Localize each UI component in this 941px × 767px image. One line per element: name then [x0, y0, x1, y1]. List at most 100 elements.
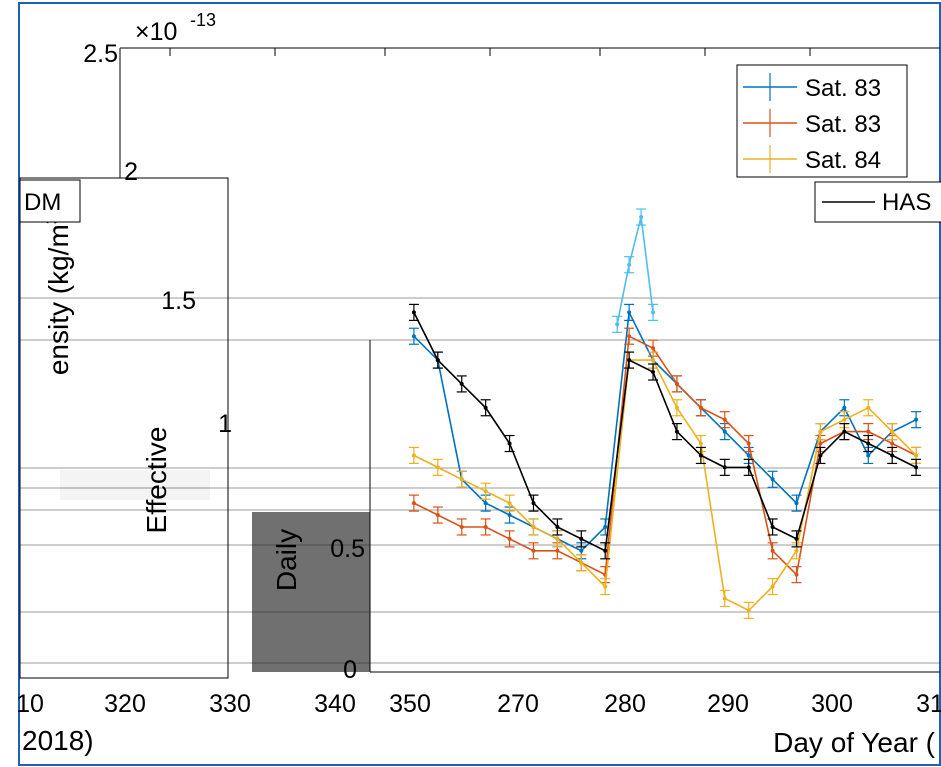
series-0-point-15 — [767, 470, 778, 488]
series-1-point-12 — [695, 399, 706, 417]
data-point — [914, 417, 919, 422]
x-axis-label-right: Day of Year ( — [773, 727, 936, 758]
series-1-point-13 — [719, 411, 730, 429]
series-3-point-3 — [648, 303, 659, 321]
data-point — [746, 608, 751, 613]
series-2-point-17 — [815, 423, 826, 441]
chart-text: 0 0.5 1 1.5 2 2.5 ×10 -13 10 320 330 340 350 270 280 29… — [16, 10, 941, 758]
series-line-4 — [413, 312, 917, 553]
series-2-point-0 — [408, 446, 419, 465]
x-tick-label-right: 31 — [916, 690, 941, 718]
y-tick-label: 1 — [218, 410, 232, 438]
series-1-point-14 — [743, 434, 754, 453]
data-point — [459, 477, 464, 482]
data-point — [722, 417, 727, 422]
series-1-point-16 — [791, 566, 802, 584]
data-point — [483, 405, 488, 410]
series-4-point-20 — [887, 446, 898, 465]
series-2-point-11 — [671, 399, 682, 417]
series-4-point-3 — [480, 399, 491, 417]
data-point — [435, 465, 440, 470]
exponent-base: ×10 — [135, 18, 177, 46]
data-point — [483, 501, 488, 506]
series-0-point-16 — [791, 494, 802, 512]
series-4-point-16 — [791, 530, 802, 548]
series-2-point-3 — [480, 482, 491, 500]
data-point — [411, 501, 416, 506]
data-point — [531, 548, 536, 553]
series-4-point-7 — [576, 530, 587, 548]
data-point — [842, 429, 847, 434]
data-point — [698, 405, 703, 410]
series-0-point-9 — [624, 303, 635, 321]
series-4-point-9 — [624, 351, 635, 369]
data-point — [698, 453, 703, 458]
data-point — [627, 262, 632, 267]
series-4-point-1 — [432, 351, 443, 369]
data-point — [842, 417, 847, 422]
light-patch — [60, 470, 210, 500]
x-tick-label-right: 270 — [497, 690, 539, 718]
series-line-1 — [413, 334, 917, 577]
series-4-point-10 — [648, 363, 659, 381]
screenshot-frame — [18, 2, 941, 766]
series-2-point-15 — [767, 577, 778, 596]
data-point — [890, 429, 895, 434]
series-2-point-4 — [504, 494, 515, 512]
data-point — [507, 513, 512, 518]
y-tick-label: 1.5 — [161, 287, 196, 315]
series-1-point-4 — [504, 530, 515, 548]
series-1-point-1 — [432, 506, 443, 524]
data-point — [411, 453, 416, 458]
y-axis-label-daily-text: Daily — [271, 529, 302, 591]
data-point — [603, 584, 608, 589]
series-3-point-1 — [624, 256, 635, 274]
data-point — [603, 548, 608, 553]
data-point — [651, 346, 656, 351]
x-tick-label-left: 10 — [16, 690, 44, 718]
series-2-point-7 — [576, 554, 587, 572]
y-tick-label: 0.5 — [330, 535, 365, 563]
data-point — [459, 381, 464, 386]
data-point — [555, 536, 560, 541]
series-1-point-15 — [767, 542, 778, 560]
data-point — [651, 370, 656, 374]
series-1-point-11 — [671, 375, 682, 393]
plot-axes — [19, 47, 940, 679]
data-point — [627, 310, 632, 315]
screenshot-artifact-patches — [18, 2, 941, 766]
data-point — [770, 548, 775, 553]
x-tick-label-left: 340 — [314, 690, 356, 718]
series-0-point-21 — [911, 411, 922, 429]
y-axis-label-top: ensity (kg/m3) — [42, 205, 74, 375]
data-point — [674, 405, 679, 410]
series-line-3 — [616, 216, 654, 325]
series-0-point-0 — [408, 327, 419, 345]
series-4-point-2 — [456, 375, 467, 393]
series-4-point-15 — [767, 518, 778, 536]
data-point — [866, 429, 871, 434]
data-point — [555, 548, 560, 553]
legend-fragment-right: HAS — [882, 189, 931, 216]
data-point — [459, 524, 464, 529]
data-point — [627, 334, 632, 339]
data-point — [866, 405, 871, 410]
data-point — [674, 381, 679, 386]
series-3-point-2 — [636, 208, 647, 226]
series-1-point-2 — [456, 518, 467, 536]
data-point — [818, 453, 823, 458]
y-tick-label: 2 — [124, 158, 138, 186]
data-point — [794, 536, 799, 541]
legend-label-2: Sat. 84 — [805, 147, 881, 174]
x-tick-label-left: 320 — [104, 690, 146, 718]
data-point — [651, 310, 656, 315]
series-2-point-16 — [791, 542, 802, 560]
data-point — [746, 453, 751, 458]
series-2-point-1 — [432, 458, 443, 476]
data-point — [746, 441, 751, 446]
data-point — [579, 548, 584, 553]
data-point — [842, 405, 847, 410]
data-point — [411, 334, 416, 339]
series-1-point-5 — [528, 542, 539, 560]
